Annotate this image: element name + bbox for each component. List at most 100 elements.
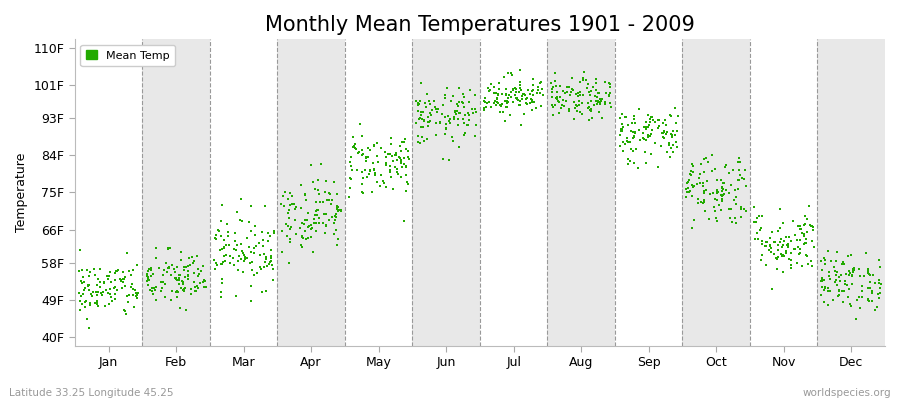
Point [162, 265, 176, 271]
Point [641, 132, 655, 138]
Point [664, 112, 679, 119]
Point [170, 264, 184, 270]
Title: Monthly Mean Temperatures 1901 - 2009: Monthly Mean Temperatures 1901 - 2009 [265, 15, 695, 35]
Point [793, 226, 807, 232]
Point [148, 284, 163, 290]
Point [555, 88, 570, 94]
Point [118, 274, 132, 280]
Point [490, 102, 504, 108]
Point [814, 292, 829, 298]
Point [799, 216, 814, 223]
Point [215, 276, 230, 282]
Point [592, 96, 607, 102]
Point [209, 236, 223, 243]
Point [329, 204, 344, 210]
Point [799, 236, 814, 242]
Point [669, 131, 683, 138]
Point [298, 190, 312, 197]
Point [487, 83, 501, 90]
Point [619, 135, 634, 142]
Point [327, 220, 341, 226]
Point [446, 115, 461, 122]
Point [148, 245, 163, 252]
Point [310, 207, 325, 214]
Point [245, 266, 259, 273]
Point [120, 250, 134, 256]
Point [521, 86, 535, 93]
Point [527, 99, 542, 105]
Point [347, 144, 362, 151]
Point [91, 289, 105, 295]
Point [616, 124, 630, 130]
Point [868, 280, 882, 286]
Point [90, 299, 104, 306]
Point [580, 85, 595, 91]
Point [399, 172, 413, 178]
Point [103, 269, 117, 275]
Point [705, 152, 719, 158]
Point [747, 218, 761, 225]
Point [410, 132, 425, 139]
Point [399, 164, 413, 170]
Point [437, 95, 452, 101]
Point [718, 164, 733, 170]
Point [499, 86, 513, 92]
Point [694, 161, 708, 167]
Point [397, 155, 411, 161]
Point [496, 109, 510, 115]
Point [218, 258, 232, 265]
Point [454, 99, 469, 106]
Point [394, 157, 409, 164]
Point [660, 128, 674, 135]
Point [683, 170, 698, 177]
Point [639, 124, 653, 130]
Point [818, 284, 832, 290]
Point [592, 98, 607, 105]
Point [244, 249, 258, 255]
Point [566, 87, 580, 94]
Point [553, 94, 567, 100]
Point [306, 179, 320, 185]
Point [430, 108, 445, 115]
Point [489, 90, 503, 96]
Point [738, 167, 752, 174]
Point [788, 246, 802, 252]
Point [292, 224, 307, 231]
Point [816, 287, 831, 293]
Point [310, 177, 325, 184]
Point [456, 131, 471, 138]
Point [626, 129, 641, 136]
Point [767, 239, 781, 245]
Point [77, 285, 92, 292]
Point [508, 94, 523, 101]
Point [691, 200, 706, 206]
Point [413, 80, 428, 86]
Point [107, 285, 122, 292]
Point [530, 90, 544, 97]
Point [645, 117, 660, 123]
Point [312, 190, 327, 197]
Point [582, 92, 597, 98]
Point [518, 99, 533, 106]
Point [822, 268, 836, 275]
Point [374, 145, 389, 151]
Point [491, 86, 506, 92]
Point [513, 98, 527, 104]
Point [573, 78, 588, 85]
Point [342, 159, 356, 165]
Point [413, 140, 428, 146]
Point [360, 153, 374, 160]
Point [513, 85, 527, 91]
Point [791, 244, 806, 250]
Point [747, 236, 761, 242]
Point [805, 223, 819, 230]
Point [584, 98, 598, 104]
Point [195, 278, 210, 285]
Point [582, 107, 597, 113]
Point [697, 197, 711, 204]
Legend: Mean Temp: Mean Temp [80, 45, 176, 66]
Point [482, 87, 497, 94]
Point [710, 218, 724, 224]
Point [639, 126, 653, 132]
Point [394, 148, 409, 154]
